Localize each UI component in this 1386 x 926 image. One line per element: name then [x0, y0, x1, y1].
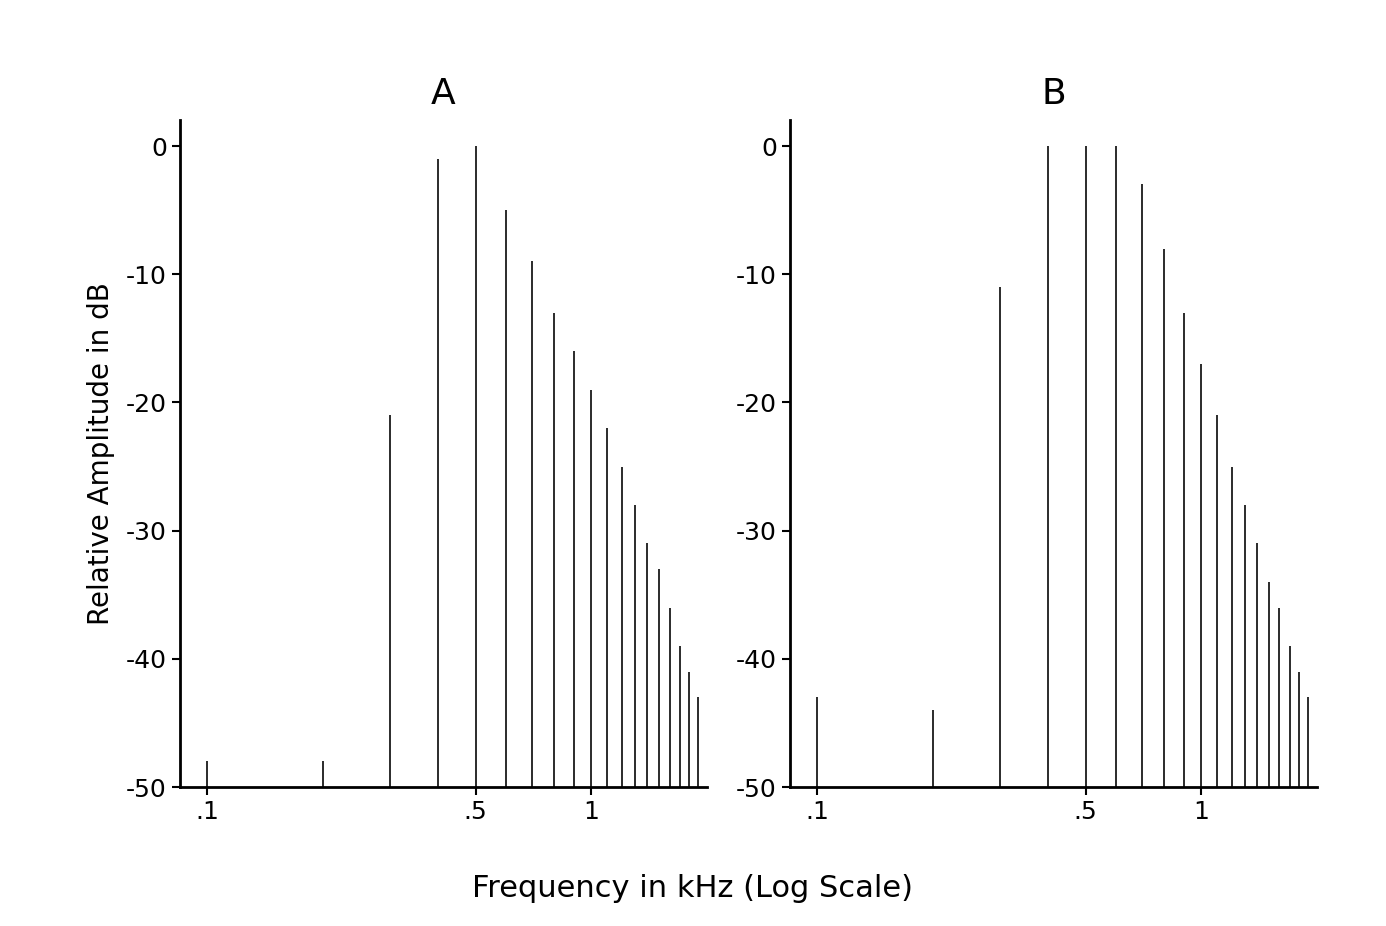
- Text: Frequency in kHz (Log Scale): Frequency in kHz (Log Scale): [473, 874, 913, 904]
- Title: A: A: [431, 77, 456, 111]
- Title: B: B: [1041, 77, 1066, 111]
- Y-axis label: Relative Amplitude in dB: Relative Amplitude in dB: [87, 282, 115, 625]
